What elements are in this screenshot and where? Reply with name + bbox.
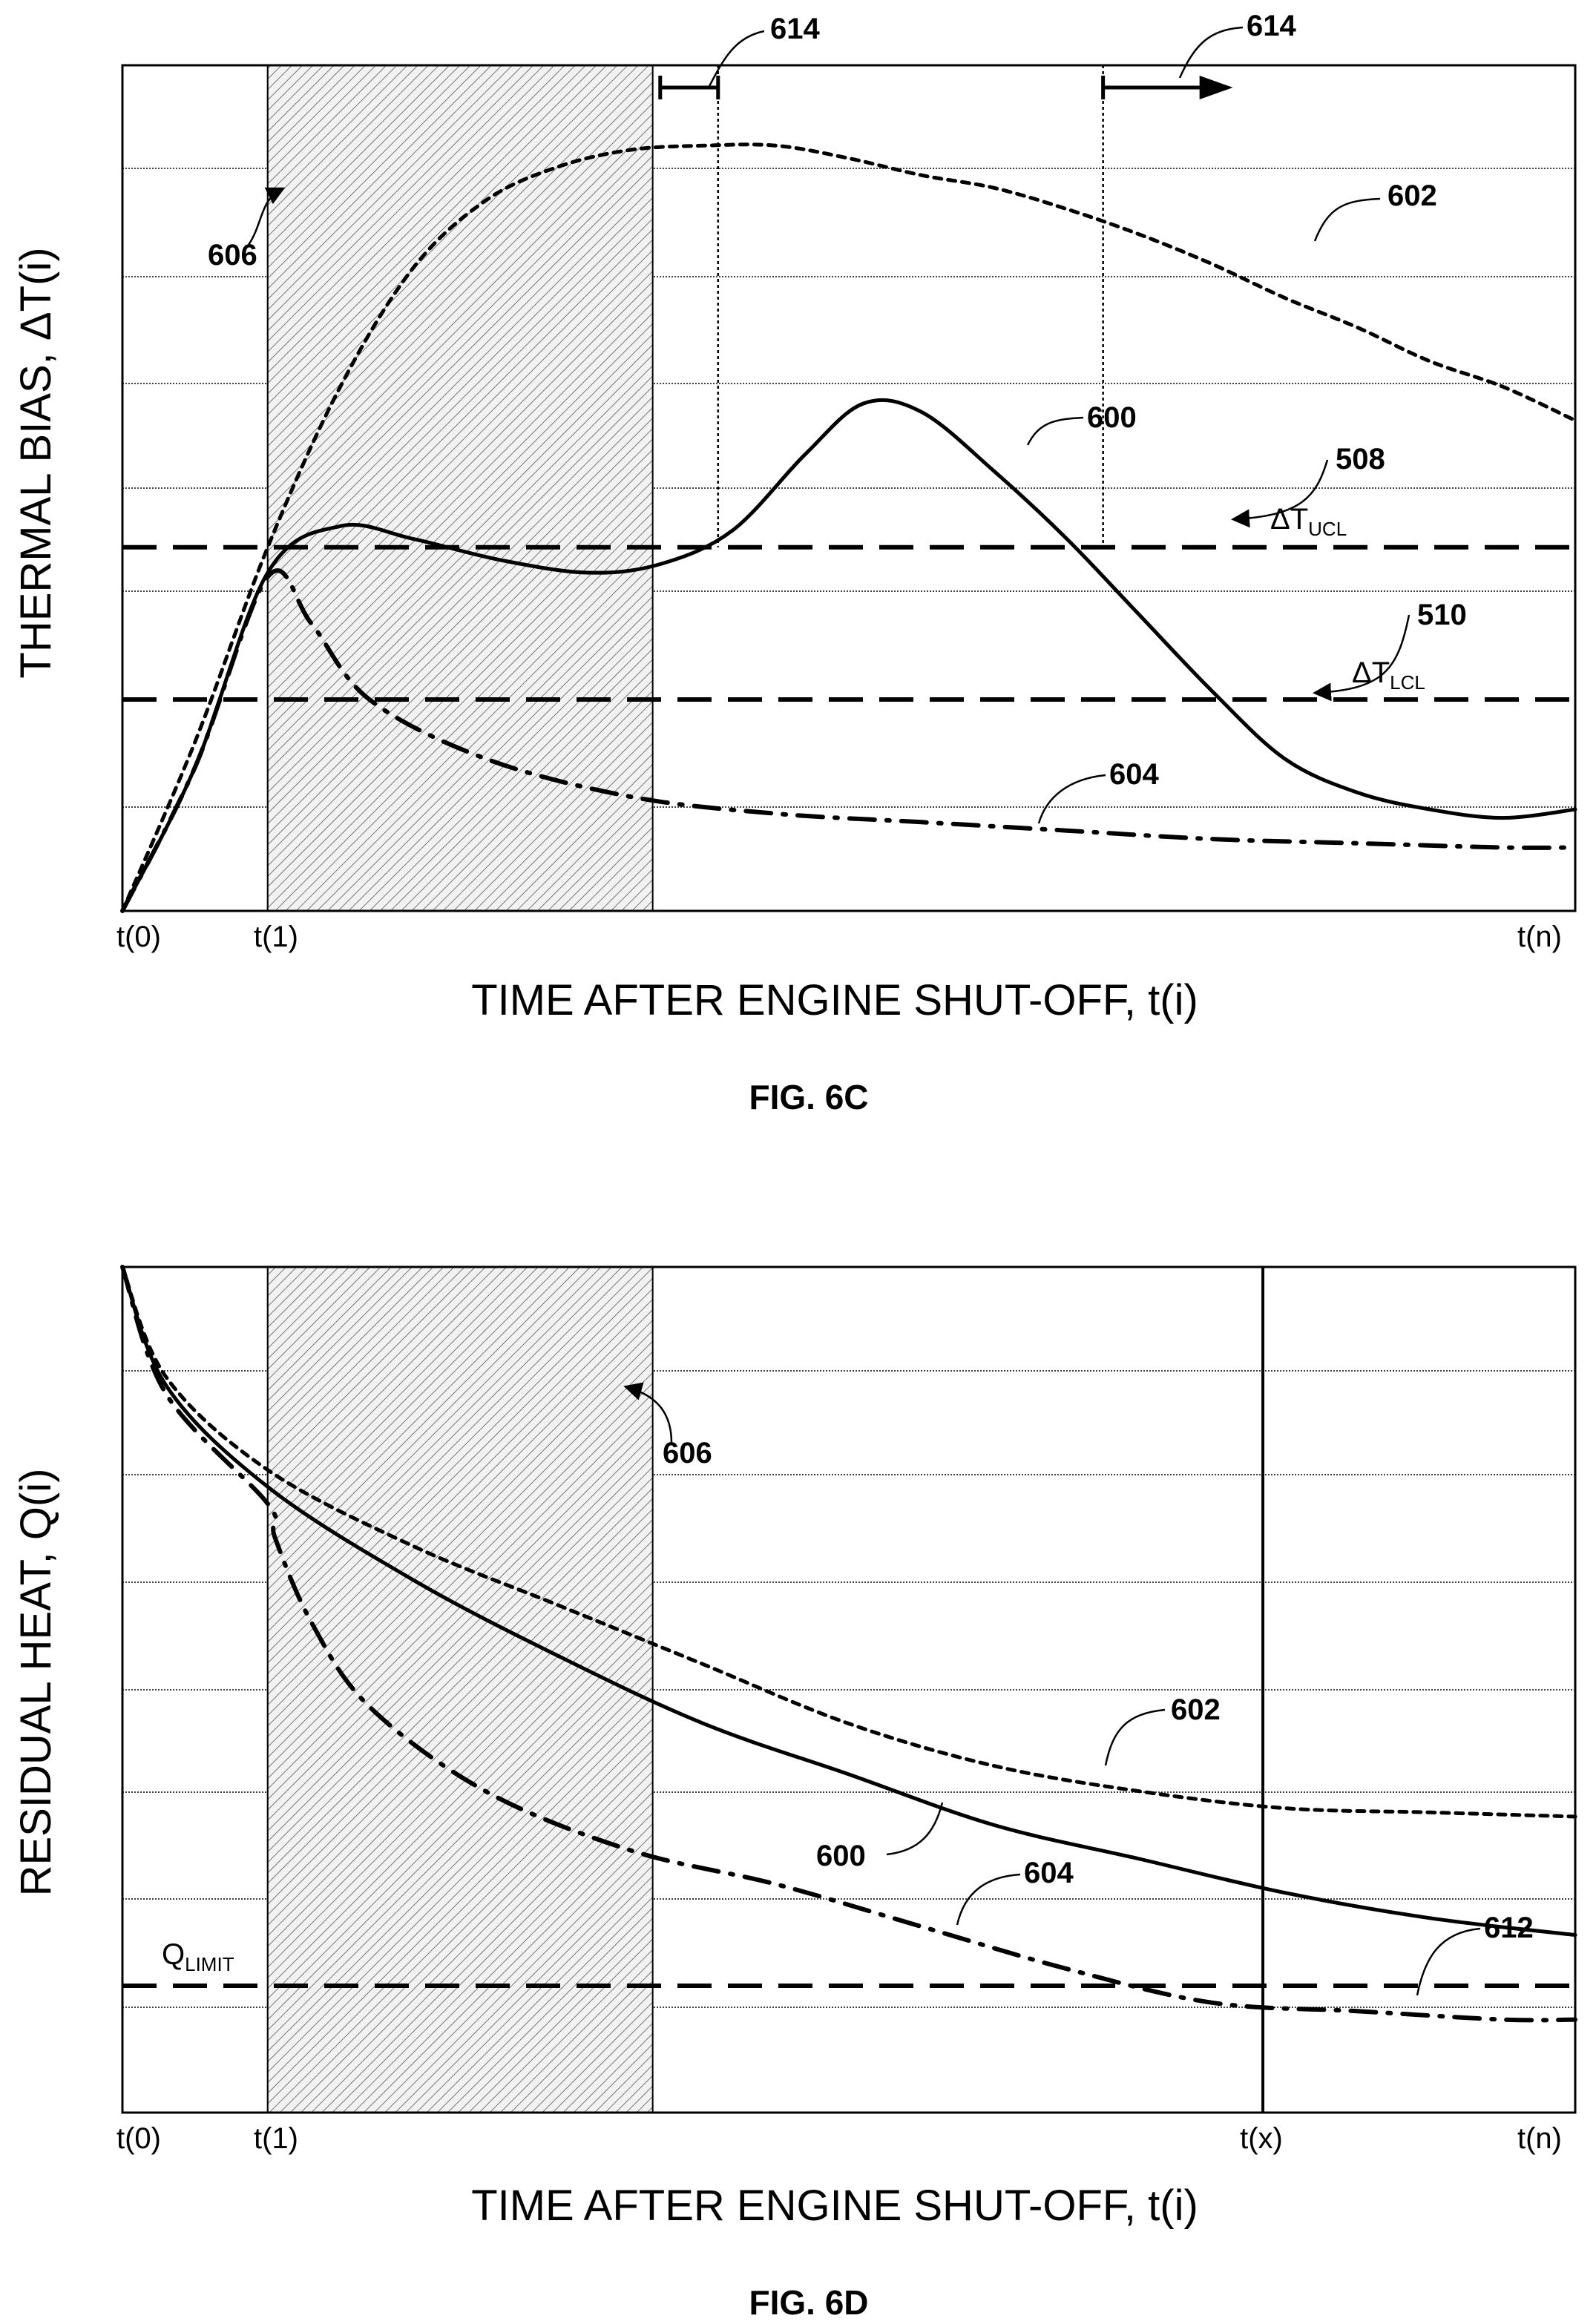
ref-label-614-right: 614	[1247, 10, 1296, 42]
x-tick-label: t(n)	[1517, 2122, 1562, 2155]
fig-6d-callout-606: 606	[623, 1382, 712, 1469]
ref-label-602: 602	[1388, 180, 1437, 212]
x-tick-label: t(x)	[1240, 2122, 1283, 2155]
arrow-right-icon	[1199, 76, 1233, 99]
x-tick-label: t(0)	[116, 921, 161, 953]
fig-6c-markers-614	[658, 65, 1233, 547]
ref-label-604-d: 604	[1024, 1857, 1074, 1889]
ref-label-602-d: 602	[1171, 1693, 1221, 1726]
ref-label-606: 606	[208, 239, 257, 271]
fig-6d-callout-612: 612	[1416, 1912, 1534, 1996]
series-line-602	[120, 1265, 1577, 1819]
fig-6c-callout-614-right: 614	[1178, 10, 1296, 79]
ref-label-510: 510	[1417, 599, 1467, 631]
fig-6d-series	[120, 1265, 1577, 2023]
ref-label-508: 508	[1336, 443, 1385, 475]
series-line-604	[120, 568, 1577, 913]
fig-6c-series	[120, 142, 1577, 913]
series-line-600	[120, 398, 1577, 913]
x-tick-label: t(n)	[1517, 921, 1562, 953]
ref-label-606-d: 606	[663, 1437, 712, 1469]
fig-6d-title: FIG. 6D	[749, 2283, 868, 2322]
fig-6c-callout-508: 508 ΔTUCL	[1231, 443, 1385, 540]
x-tick-label: t(1)	[254, 921, 298, 953]
series-line-602	[120, 142, 1577, 913]
fig-6d-plot-frame	[121, 1265, 1577, 2114]
fig-6c-x-ticks: t(0) t(1) t(n)	[116, 921, 1562, 953]
fig-6c-threshold-lines	[122, 544, 1575, 702]
fig-6c-chart: t(0) t(1) t(n) TIME AFTER ENGINE SHUT-OFF,…	[12, 10, 1577, 1116]
fig-6d-x-axis-label: TIME AFTER ENGINE SHUT-OFF, t(i)	[471, 2182, 1198, 2230]
fig-6c-callout-614-left: 614	[707, 13, 820, 88]
ref-label-612: 612	[1484, 1912, 1534, 1944]
fig-6d-chart: t(0) t(1) t(x) t(n) TIME AFTER ENGINE SHUT-…	[12, 1265, 1577, 2322]
fig-6d-y-axis-label: RESIDUAL HEAT, Q(i)	[12, 1469, 60, 1897]
fig-6d-callout-600: 600	[816, 1802, 944, 1872]
x-tick-label: t(0)	[116, 2122, 161, 2155]
fig-6c-x-axis-label: TIME AFTER ENGINE SHUT-OFF, t(i)	[471, 976, 1198, 1024]
label-q-limit: QLIMIT	[162, 1938, 234, 1975]
fig-6c-callout-604: 604	[1037, 758, 1159, 824]
fig-6c-callout-510: 510 ΔTLCL	[1313, 599, 1467, 702]
label-dt-ucl: ΔTUCL	[1270, 503, 1347, 540]
fig-6c-shaded-region-606	[266, 65, 654, 912]
fig-6d-callout-602: 602	[1104, 1693, 1221, 1766]
fig-6c-callout-606: 606	[208, 187, 286, 271]
series-line-604	[120, 1265, 1577, 2023]
ref-label-604: 604	[1109, 758, 1159, 791]
fig-6c-y-axis-label: THERMAL BIAS, ΔT(i)	[12, 247, 60, 678]
fig-6c-plot-frame	[121, 64, 1577, 912]
fig-6d-x-ticks: t(0) t(1) t(x) t(n)	[116, 2122, 1562, 2155]
fig-6c-title: FIG. 6C	[749, 1078, 868, 1116]
fig-6c-callout-602: 602	[1313, 180, 1437, 242]
ref-label-600: 600	[1087, 401, 1137, 434]
series-line-600	[120, 1265, 1577, 1938]
ref-label-614-left: 614	[770, 13, 820, 45]
fig-6d-callout-604: 604	[956, 1857, 1074, 1926]
fig-6c-callout-600: 600	[1026, 401, 1137, 446]
ref-label-600-d: 600	[816, 1840, 866, 1872]
label-dt-lcl: ΔTLCL	[1352, 656, 1425, 694]
x-tick-label: t(1)	[254, 2122, 298, 2155]
fig-6d-shaded-region-606	[266, 1266, 654, 2113]
